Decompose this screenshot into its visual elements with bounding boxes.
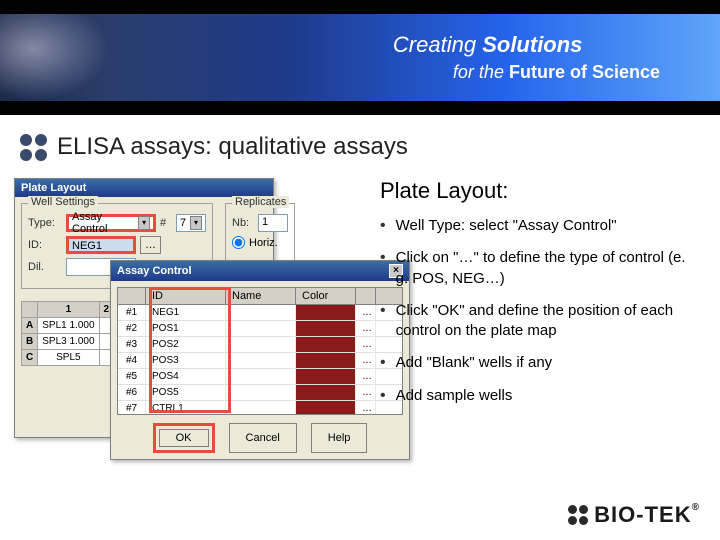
horiz-radio[interactable] — [232, 236, 245, 249]
assay-control-title: Assay Control — [117, 265, 192, 277]
plate-cell[interactable]: SPL1 1.000 — [38, 318, 99, 334]
bullet-dots-icon — [20, 134, 47, 161]
banner-line1a: Creating — [393, 32, 476, 57]
ok-highlight: OK — [153, 423, 215, 453]
instructions-heading: Plate Layout: — [380, 178, 700, 204]
replicates-legend: Replicates — [232, 196, 289, 208]
type-value: Assay Control — [72, 211, 138, 235]
hash-select[interactable]: 7▾ — [176, 214, 206, 232]
plate-layout-titlebar: Plate Layout — [15, 179, 273, 197]
instruction-item: Well Type: select "Assay Control" — [380, 216, 700, 236]
type-label: Type: — [28, 217, 62, 229]
hash-value: 7 — [180, 217, 186, 229]
assay-control-titlebar: Assay Control × — [111, 261, 409, 281]
banner: Creating Solutions for the Future of Sci… — [0, 0, 720, 115]
id-column-highlight — [149, 287, 231, 413]
plate-layout-title: Plate Layout — [21, 182, 86, 194]
ok-button[interactable]: OK — [159, 429, 209, 447]
banner-line2b: Future of Science — [509, 62, 660, 82]
banner-line2a: for the — [453, 62, 504, 82]
id-input[interactable]: NEG1 — [66, 236, 136, 254]
instructions: Plate Layout: Well Type: select "Assay C… — [380, 178, 700, 418]
instruction-item: Click on "…" to define the type of contr… — [380, 248, 700, 289]
instruction-item: Click "OK" and define the position of ea… — [380, 301, 700, 342]
slide-title-row: ELISA assays: qualitative assays — [0, 115, 720, 171]
id-label: ID: — [28, 239, 62, 251]
plate-cell[interactable]: SPL3 1.000 — [38, 334, 99, 350]
chevron-down-icon: ▾ — [138, 216, 150, 230]
logo-dots-icon — [568, 505, 588, 525]
type-select[interactable]: Assay Control▾ — [66, 214, 156, 232]
instruction-item: Add "Blank" wells if any — [380, 353, 700, 373]
biotek-logo: BIO-TEK® — [568, 502, 700, 528]
instruction-item: Add sample wells — [380, 386, 700, 406]
help-button[interactable]: Help — [311, 423, 368, 453]
assay-control-window: Assay Control × ID Name Color #1NEG1… #2… — [110, 260, 410, 460]
dil-label: Dil. — [28, 261, 62, 273]
well-settings-legend: Well Settings — [28, 196, 98, 208]
ellipsis-button[interactable]: … — [140, 236, 161, 254]
cancel-button[interactable]: Cancel — [229, 423, 297, 453]
chevron-down-icon: ▾ — [190, 216, 202, 230]
banner-line1b: Solutions — [482, 32, 582, 57]
slide-title: ELISA assays: qualitative assays — [57, 133, 408, 161]
banner-text: Creating Solutions for the Future of Sci… — [393, 32, 660, 83]
nb-label: Nb: — [232, 217, 254, 229]
hash-label: # — [160, 217, 172, 229]
nb-input[interactable]: 1 — [258, 214, 288, 232]
plate-cell[interactable]: SPL5 — [38, 350, 99, 366]
horiz-label: Horiz. — [249, 237, 278, 249]
